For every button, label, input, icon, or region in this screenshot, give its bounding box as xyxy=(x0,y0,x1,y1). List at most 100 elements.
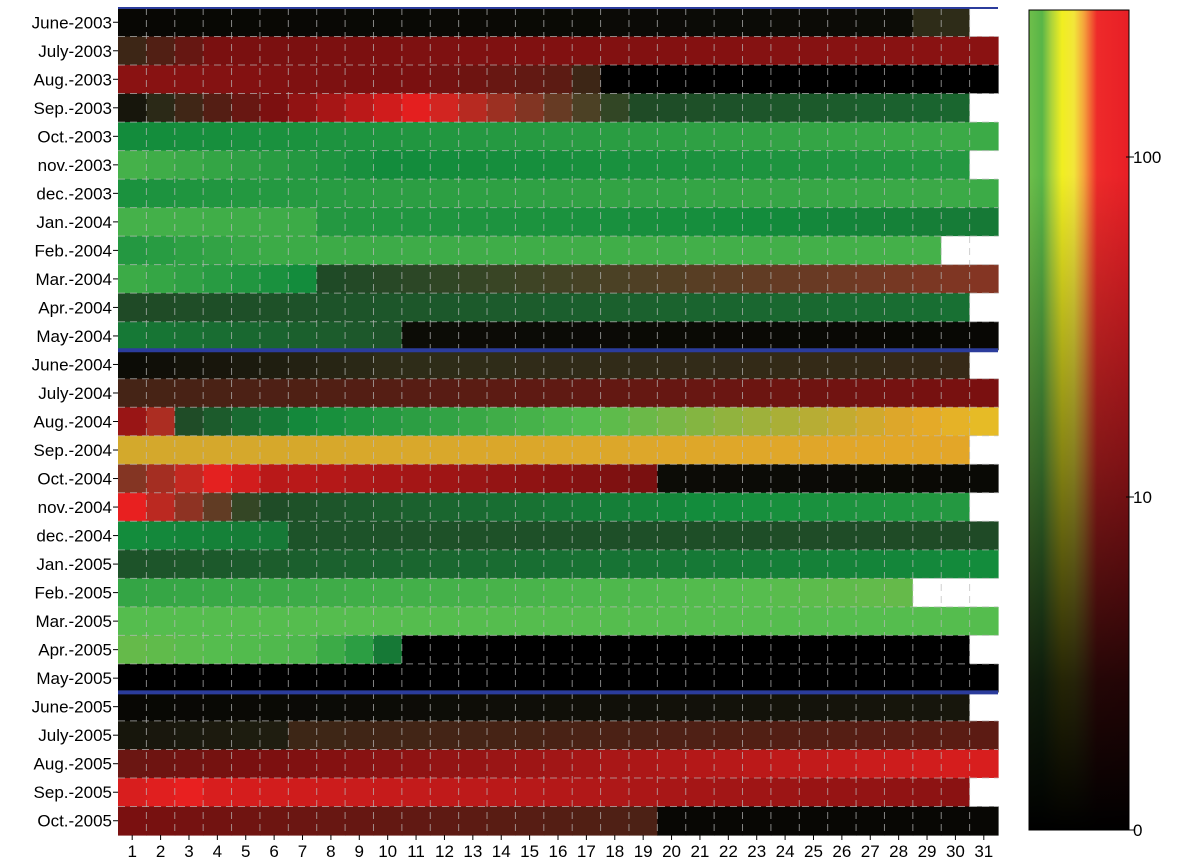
heatmap-cell xyxy=(827,36,857,66)
heatmap-cell xyxy=(657,749,687,779)
heatmap-cell xyxy=(458,150,488,180)
heatmap-cell xyxy=(827,492,857,522)
heatmap-cell xyxy=(118,378,147,408)
heatmap-cell xyxy=(628,236,658,266)
heatmap-cell xyxy=(600,578,630,608)
heatmap-cell xyxy=(316,635,346,665)
heatmap-cell xyxy=(572,93,602,123)
heatmap-cell xyxy=(941,321,971,351)
heatmap-cell xyxy=(969,549,999,579)
heatmap-cell xyxy=(685,492,715,522)
heatmap-cell xyxy=(856,692,886,722)
heatmap-cell xyxy=(884,606,914,636)
heatmap-cell xyxy=(146,464,176,494)
heatmap-cell xyxy=(118,264,147,294)
heatmap-cell xyxy=(373,264,403,294)
heatmap-cell xyxy=(288,606,318,636)
column-label: 14 xyxy=(492,842,511,861)
heatmap-cell xyxy=(685,692,715,722)
heatmap-cell xyxy=(259,36,289,66)
heatmap-cell xyxy=(884,293,914,323)
heatmap-cell xyxy=(657,8,687,38)
heatmap-cell xyxy=(714,578,744,608)
heatmap-cell xyxy=(345,578,375,608)
heatmap-cell xyxy=(487,749,517,779)
heatmap-cell xyxy=(373,435,403,465)
column-label: 9 xyxy=(355,842,364,861)
heatmap-cell xyxy=(231,8,261,38)
heatmap-cell xyxy=(430,720,460,751)
row-label: June-2003 xyxy=(32,13,112,32)
heatmap-cell xyxy=(288,293,318,323)
heatmap-cell xyxy=(827,407,857,437)
heatmap-cell xyxy=(657,122,687,152)
heatmap-cell xyxy=(657,720,687,751)
heatmap-cell xyxy=(799,407,829,437)
heatmap-cell xyxy=(685,578,715,608)
heatmap-cell xyxy=(799,179,829,209)
heatmap-cell xyxy=(259,492,289,522)
heatmap-cell xyxy=(515,806,545,836)
heatmap-cell xyxy=(714,150,744,180)
heatmap-cell xyxy=(373,777,403,808)
heatmap-cell xyxy=(600,549,630,579)
heatmap-cell xyxy=(401,350,431,380)
heatmap-cell xyxy=(259,93,289,123)
colorbar-tick-label: 100 xyxy=(1133,148,1161,167)
heatmap-cell xyxy=(231,549,261,579)
heatmap-cell xyxy=(600,65,630,95)
heatmap-cell xyxy=(770,264,800,294)
heatmap-cell xyxy=(118,93,147,123)
heatmap-cell xyxy=(118,36,147,66)
heatmap-cell xyxy=(401,635,431,665)
heatmap-cell xyxy=(288,777,318,808)
heatmap-cell xyxy=(288,65,318,95)
heatmap-cell xyxy=(969,350,999,380)
heatmap-cell xyxy=(572,464,602,494)
heatmap-cell xyxy=(174,720,204,751)
heatmap-cell xyxy=(401,321,431,351)
heatmap-cell xyxy=(288,521,318,551)
heatmap-cell xyxy=(231,521,261,551)
heatmap-cell xyxy=(515,122,545,152)
heatmap-cell xyxy=(316,65,346,95)
heatmap-cell xyxy=(401,207,431,237)
heatmap-cell xyxy=(685,464,715,494)
heatmap-cell xyxy=(685,321,715,351)
heatmap-cell xyxy=(657,407,687,437)
row-label: Oct.-2004 xyxy=(37,470,112,489)
heatmap-cell xyxy=(799,36,829,66)
heatmap-cell xyxy=(770,521,800,551)
heatmap-cell xyxy=(770,150,800,180)
heatmap-cell xyxy=(884,264,914,294)
heatmap-cell xyxy=(884,407,914,437)
heatmap-cell xyxy=(742,321,772,351)
heatmap-cell xyxy=(856,293,886,323)
heatmap-cell xyxy=(174,8,204,38)
heatmap-cell xyxy=(969,293,999,323)
heatmap-cell xyxy=(373,321,403,351)
heatmap-cell xyxy=(969,578,999,608)
heatmap-cell xyxy=(884,8,914,38)
heatmap-cell xyxy=(799,264,829,294)
heatmap-cell xyxy=(515,36,545,66)
heatmap-cell xyxy=(628,36,658,66)
heatmap-cell xyxy=(799,350,829,380)
heatmap-cell xyxy=(685,521,715,551)
heatmap-cell xyxy=(231,777,261,808)
heatmap-cell xyxy=(174,350,204,380)
heatmap-cell xyxy=(742,122,772,152)
heatmap-cell xyxy=(685,236,715,266)
heatmap-cell xyxy=(288,236,318,266)
heatmap-cell xyxy=(288,36,318,66)
heatmap-cell xyxy=(856,179,886,209)
heatmap-cell xyxy=(969,806,999,836)
heatmap-cell xyxy=(714,65,744,95)
heatmap-cell xyxy=(969,521,999,551)
heatmap-cell xyxy=(572,264,602,294)
heatmap-cell xyxy=(714,36,744,66)
heatmap-cell xyxy=(174,179,204,209)
heatmap-cell xyxy=(969,435,999,465)
heatmap-cell xyxy=(458,492,488,522)
heatmap-cell xyxy=(770,749,800,779)
